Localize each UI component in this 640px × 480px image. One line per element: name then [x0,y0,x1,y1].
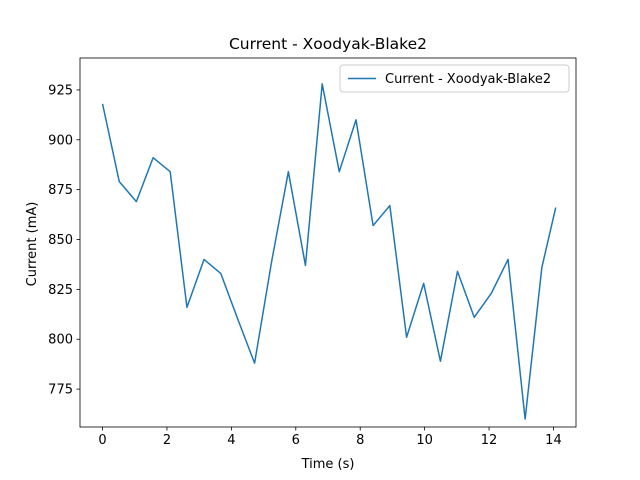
x-tick-label: 0 [98,433,106,448]
axes-frame [79,57,577,428]
y-tick-label: 800 [48,333,73,348]
x-tick-label: 4 [227,433,235,448]
x-tick-label: 12 [481,433,498,448]
series-line-0 [101,83,557,420]
y-tick-label: 875 [48,183,73,198]
y-axis-label: Current (mA) [25,202,40,287]
x-tick-label: 6 [292,433,300,448]
y-tick-label: 925 [48,83,73,98]
y-tick-label: 775 [48,383,73,398]
plot-area: 0 2 4 6 8 10 12 14 775 800 825 850 875 900 925 Current … [48,57,577,448]
x-axis-label: Time (s) [301,457,355,472]
x-tick-label: 14 [545,433,562,448]
y-tick-label: 900 [48,133,73,148]
legend-label: Current - Xoodyak-Blake2 [385,72,551,87]
y-tick-label: 850 [48,233,73,248]
x-tick-label: 8 [356,433,364,448]
x-tick-label: 10 [416,433,433,448]
y-tick-label: 825 [48,283,73,298]
x-tick-label: 2 [163,433,171,448]
legend-box [339,64,570,93]
chart-title: Current - Xoodyak-Blake2 [229,35,427,53]
